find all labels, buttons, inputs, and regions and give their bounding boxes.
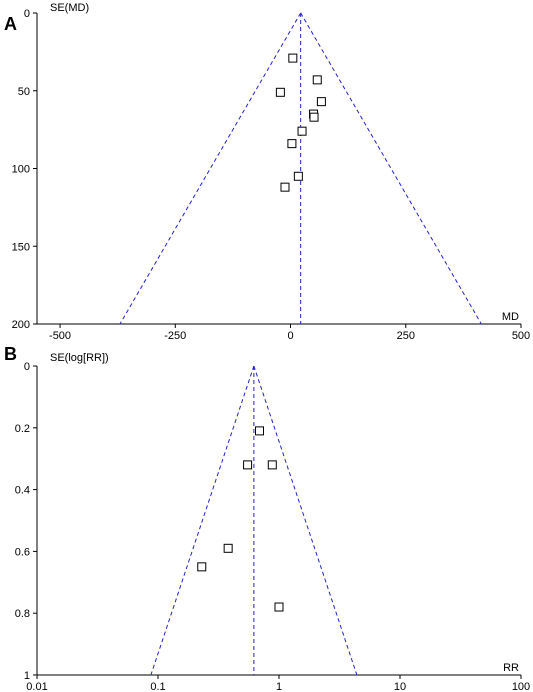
- study-point: [197, 562, 207, 572]
- study-point: [297, 126, 307, 136]
- y-tick-label: 150: [12, 241, 30, 253]
- study-point: [316, 97, 326, 107]
- y-tick-label: 0.6: [15, 546, 30, 558]
- x-axis-title: RR: [503, 662, 519, 674]
- funnel-right-limit: [253, 365, 358, 676]
- y-axis-title: SE(log[RR]): [50, 352, 109, 364]
- x-tick-label: 0.01: [26, 681, 47, 692]
- x-tick-label: 10: [394, 681, 406, 692]
- study-point: [275, 87, 285, 97]
- y-tick-label: 0.2: [15, 423, 30, 435]
- y-axis-title: SE(MD): [50, 2, 89, 14]
- y-tick-label: 200: [12, 319, 30, 331]
- study-point: [274, 602, 284, 612]
- x-tick-label: 1: [276, 681, 282, 692]
- funnel-plot-md: A SE(MD) MD 0 50 100 150 200 -500 -250 0 250 500: [4, 2, 530, 342]
- y-tick-label: 0: [24, 361, 30, 373]
- y-tick-label: 1: [24, 670, 30, 682]
- funnel-left-limit: [119, 12, 302, 325]
- x-tick-label: 0.1: [150, 681, 165, 692]
- x-tick-label: 0: [287, 330, 293, 342]
- study-point: [267, 460, 277, 470]
- study-point: [309, 112, 319, 122]
- y-tick-label: 50: [18, 86, 30, 98]
- y-tick-label: 0.8: [15, 608, 30, 620]
- study-point: [312, 75, 322, 85]
- study-point: [280, 182, 290, 192]
- x-tick-label: -250: [164, 330, 186, 342]
- panel-label: A: [4, 14, 17, 34]
- y-tick-label: 0.4: [15, 485, 30, 497]
- x-axis-title: MD: [502, 311, 519, 323]
- x-tick-label: -500: [49, 330, 71, 342]
- study-point: [288, 53, 298, 63]
- y-tick-label: 100: [12, 164, 30, 176]
- funnel-left-limit: [150, 365, 255, 676]
- funnel-right-limit: [300, 12, 482, 325]
- study-point: [223, 543, 233, 553]
- y-tick-label: 0: [24, 8, 30, 20]
- study-point: [287, 139, 297, 149]
- panel-label: B: [4, 344, 17, 364]
- x-tick-label: 250: [397, 330, 415, 342]
- study-point: [243, 460, 253, 470]
- study-point: [255, 426, 265, 436]
- x-tick-label: 100: [512, 681, 530, 692]
- study-point: [293, 171, 303, 181]
- x-tick-label: 500: [512, 330, 530, 342]
